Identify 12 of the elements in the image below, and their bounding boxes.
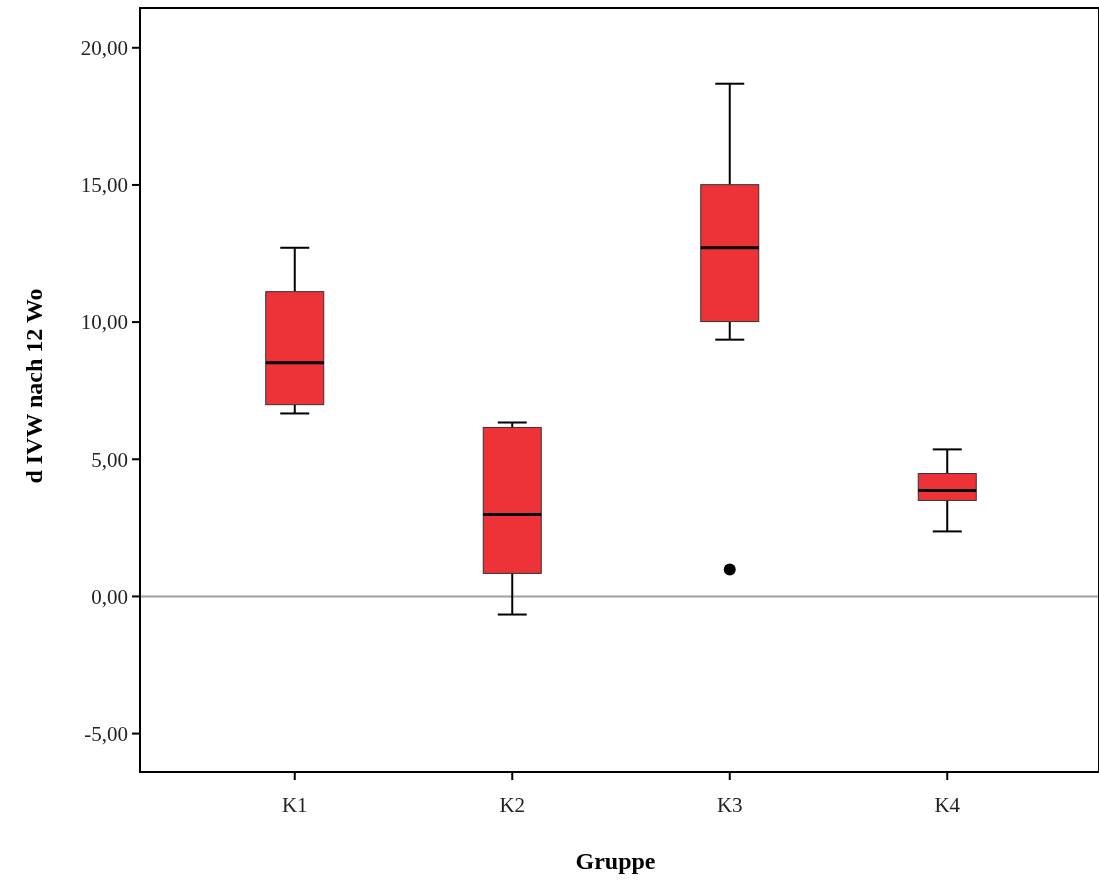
x-tick-label: K2 xyxy=(499,793,526,817)
x-tick-label: K4 xyxy=(934,793,961,817)
y-tick-label: 0,00 xyxy=(91,584,128,609)
y-tick-label: 10,00 xyxy=(80,310,128,335)
y-tick-label: 20,00 xyxy=(80,36,128,61)
y-axis-title: d IVW nach 12 Wo xyxy=(21,288,47,484)
x-axis-title: Gruppe xyxy=(575,848,656,874)
y-tick-label: -5,00 xyxy=(84,721,128,746)
x-tick-label: K1 xyxy=(281,793,308,817)
y-tick-label: 5,00 xyxy=(91,447,128,472)
y-tick-label: 15,00 xyxy=(80,173,128,198)
x-tick-label: K3 xyxy=(716,793,743,817)
